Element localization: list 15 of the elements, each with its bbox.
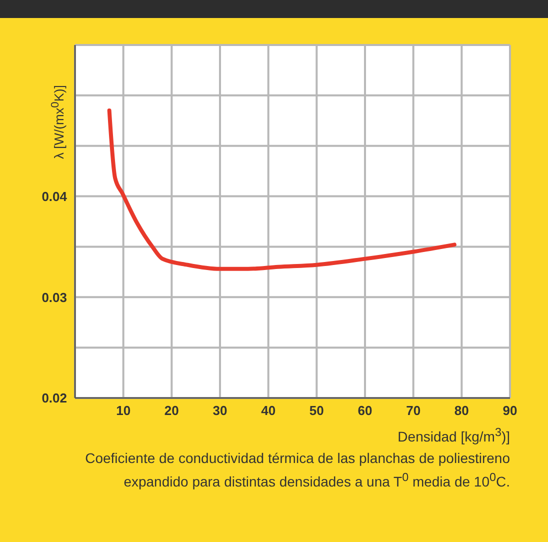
x-tick-label: 90 bbox=[502, 403, 518, 418]
line-series bbox=[107, 108, 456, 271]
x-tick-label: 50 bbox=[309, 403, 324, 418]
x-tick-label: 20 bbox=[164, 403, 179, 418]
text: Coeficiente de conductividad térmica de las planchas de poliestireno expandido para distintas densidades a una T$^{0}$ media de 10$^{0}$C. bbox=[84, 449, 510, 492]
x-tick-label: 70 bbox=[406, 403, 421, 418]
x-tick-label: 10 bbox=[116, 403, 131, 418]
x-axis-title: Densidad [kg/m$^{3}$)] bbox=[398, 426, 510, 445]
x-tick-label: 80 bbox=[454, 403, 469, 418]
y-tick-label: 0.02 bbox=[42, 390, 67, 406]
y-tick-label: 0.04 bbox=[42, 188, 68, 204]
y-tick-label: 0.03 bbox=[42, 290, 67, 305]
x-tick-label: 40 bbox=[261, 403, 276, 418]
x-tick-label: 30 bbox=[212, 403, 228, 418]
x-tick-label: 60 bbox=[358, 403, 372, 418]
